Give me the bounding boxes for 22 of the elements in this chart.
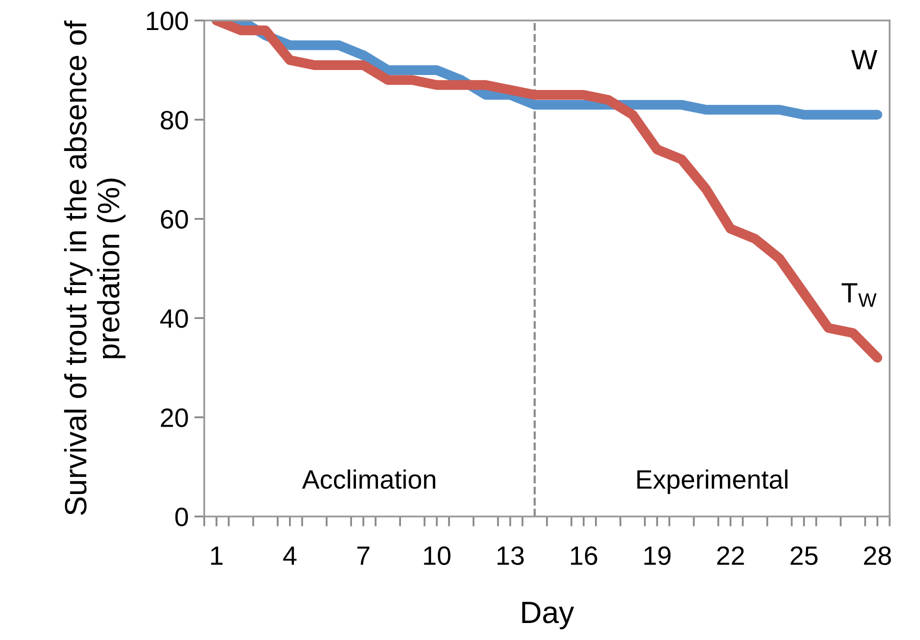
y-tick-label: 20 [160, 408, 188, 428]
x-tick-label: 16 [570, 546, 598, 566]
y-tick-label: 80 [160, 110, 188, 130]
x-tick-label: 4 [283, 546, 296, 565]
x-tick-label: 28 [864, 546, 891, 566]
y-tick-label: 100 [146, 12, 188, 30]
y-axis-title: Survival of trout fry in the absence of predation (%) [64, 20, 126, 516]
y-tick-label: 60 [160, 210, 188, 229]
x-tick-label: 1 [211, 546, 223, 565]
x-tick-label: 19 [644, 546, 671, 566]
series-label: W [851, 50, 878, 70]
x-tick-label: 22 [717, 546, 744, 565]
x-tick-label: 25 [790, 546, 818, 566]
annotation: Experimental [637, 469, 788, 494]
y-tick-label: 40 [160, 309, 188, 328]
x-tick-label: 7 [357, 546, 370, 565]
y-tick-label: 0 [175, 508, 188, 526]
annotation: Acclimation [302, 469, 436, 489]
x-axis-title: Day [522, 602, 574, 630]
x-tick-label: 13 [498, 546, 524, 566]
x-tick-label: 10 [424, 546, 450, 566]
series-label: T$_{W}$ [842, 283, 877, 307]
